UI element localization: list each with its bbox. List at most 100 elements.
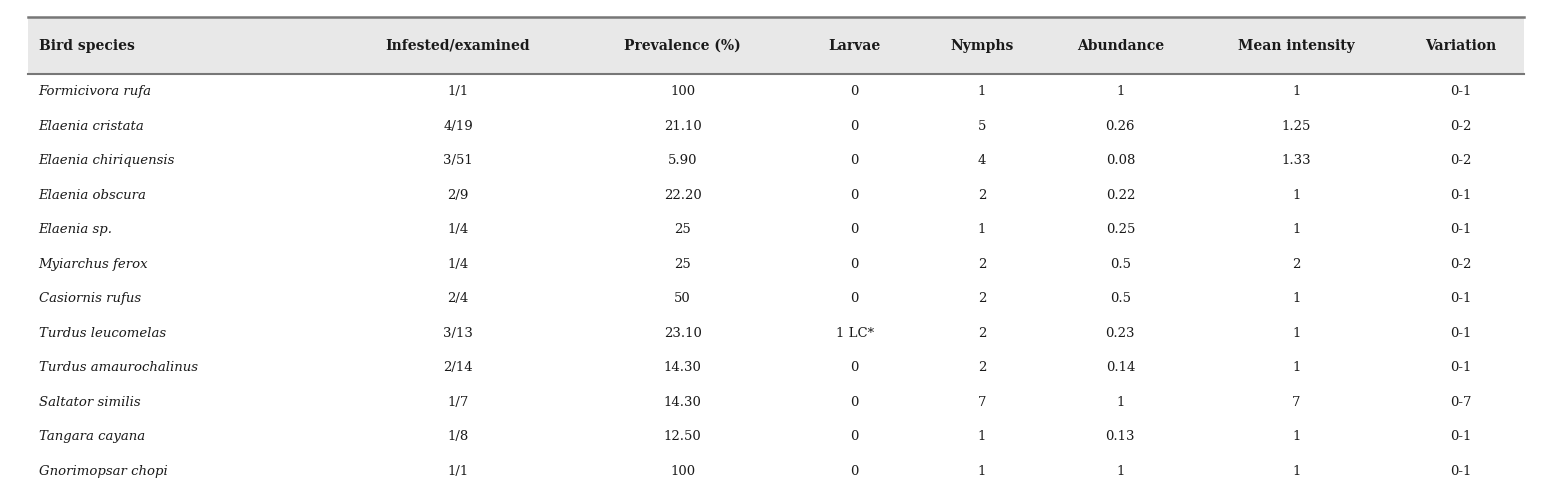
Text: 0.14: 0.14 (1106, 361, 1136, 374)
Text: Casiornis rufus: Casiornis rufus (39, 292, 140, 305)
Text: Saltator similis: Saltator similis (39, 396, 140, 409)
Text: 0.25: 0.25 (1106, 223, 1136, 236)
Text: Myiarchus ferox: Myiarchus ferox (39, 258, 148, 271)
Text: 1: 1 (978, 430, 986, 443)
Bar (28, 247, 1524, 281)
Text: 100: 100 (670, 85, 696, 98)
Text: 2: 2 (978, 361, 986, 374)
Text: 7: 7 (1291, 396, 1301, 409)
Text: 0: 0 (850, 258, 859, 271)
Text: 14.30: 14.30 (663, 361, 702, 374)
Text: Nymphs: Nymphs (950, 39, 1014, 52)
Text: 22.20: 22.20 (663, 189, 702, 202)
Text: 0: 0 (850, 120, 859, 133)
Text: 1: 1 (1291, 430, 1301, 443)
Text: Infested/examined: Infested/examined (386, 39, 531, 52)
Text: Prevalence (%): Prevalence (%) (625, 39, 741, 52)
Text: 4: 4 (978, 154, 986, 167)
Text: Bird species: Bird species (39, 39, 134, 52)
Bar (28, 419, 1524, 454)
Text: 0: 0 (850, 85, 859, 98)
Text: Mean intensity: Mean intensity (1237, 39, 1355, 52)
Text: 7: 7 (978, 396, 986, 409)
Text: 0: 0 (850, 361, 859, 374)
Text: 3/51: 3/51 (443, 154, 474, 167)
Text: Variation: Variation (1426, 39, 1497, 52)
Text: 1: 1 (1116, 465, 1125, 478)
Text: 1: 1 (1291, 465, 1301, 478)
Text: 0.26: 0.26 (1106, 120, 1136, 133)
Text: 21.10: 21.10 (663, 120, 702, 133)
Text: 0-1: 0-1 (1450, 327, 1472, 340)
Text: 0-2: 0-2 (1450, 154, 1472, 167)
Text: 1: 1 (978, 223, 986, 236)
Text: Turdus amaurochalinus: Turdus amaurochalinus (39, 361, 198, 374)
Text: 0-7: 0-7 (1450, 396, 1472, 409)
Text: 2: 2 (978, 327, 986, 340)
Text: 2/4: 2/4 (447, 292, 469, 305)
Bar (28, 350, 1524, 385)
Text: 0.23: 0.23 (1106, 327, 1136, 340)
Text: Larvae: Larvae (829, 39, 881, 52)
Text: 1: 1 (1291, 327, 1301, 340)
Text: 1/4: 1/4 (447, 223, 469, 236)
Text: 2: 2 (978, 258, 986, 271)
Text: 100: 100 (670, 465, 696, 478)
Text: 1: 1 (1291, 361, 1301, 374)
Bar (28, 316, 1524, 350)
Text: 0-1: 0-1 (1450, 85, 1472, 98)
Text: 1/1: 1/1 (447, 85, 469, 98)
Text: 0.13: 0.13 (1106, 430, 1136, 443)
Text: 0-1: 0-1 (1450, 361, 1472, 374)
Bar (28, 143, 1524, 178)
Text: Tangara cayana: Tangara cayana (39, 430, 145, 443)
Bar (28, 454, 1524, 486)
Text: 25: 25 (674, 223, 691, 236)
Text: 4/19: 4/19 (443, 120, 474, 133)
Text: 0.22: 0.22 (1106, 189, 1136, 202)
Text: 1/7: 1/7 (447, 396, 469, 409)
Text: Turdus leucomelas: Turdus leucomelas (39, 327, 165, 340)
Text: 1: 1 (1116, 85, 1125, 98)
Text: 0.5: 0.5 (1109, 292, 1131, 305)
Text: 2: 2 (978, 189, 986, 202)
Text: 0.5: 0.5 (1109, 258, 1131, 271)
Bar (28, 281, 1524, 316)
Bar (28, 212, 1524, 247)
Text: 0-2: 0-2 (1450, 120, 1472, 133)
Text: 0: 0 (850, 223, 859, 236)
Text: 0.08: 0.08 (1106, 154, 1136, 167)
Text: 1/8: 1/8 (447, 430, 469, 443)
Text: 12.50: 12.50 (663, 430, 702, 443)
Text: 0-1: 0-1 (1450, 430, 1472, 443)
Bar (28, 74, 1524, 109)
Text: 1: 1 (1291, 189, 1301, 202)
Text: 0: 0 (850, 292, 859, 305)
Text: 0: 0 (850, 396, 859, 409)
Bar (28, 17, 1524, 74)
Bar (28, 109, 1524, 143)
Text: 1: 1 (978, 465, 986, 478)
Text: Abundance: Abundance (1077, 39, 1163, 52)
Text: 0-1: 0-1 (1450, 465, 1472, 478)
Text: 0-1: 0-1 (1450, 189, 1472, 202)
Text: 1: 1 (1291, 85, 1301, 98)
Text: Elaenia chiriquensis: Elaenia chiriquensis (39, 154, 174, 167)
Text: Elaenia cristata: Elaenia cristata (39, 120, 145, 133)
Text: 2: 2 (1291, 258, 1301, 271)
Text: 1.33: 1.33 (1281, 154, 1312, 167)
Text: 0-2: 0-2 (1450, 258, 1472, 271)
Text: 2: 2 (978, 292, 986, 305)
Text: 1 LC*: 1 LC* (836, 327, 873, 340)
Text: Formicivora rufa: Formicivora rufa (39, 85, 151, 98)
Text: 0: 0 (850, 189, 859, 202)
Text: 1: 1 (1291, 223, 1301, 236)
Text: 0-1: 0-1 (1450, 292, 1472, 305)
Text: 14.30: 14.30 (663, 396, 702, 409)
Text: 1: 1 (1291, 292, 1301, 305)
Text: 0: 0 (850, 430, 859, 443)
Text: 5.90: 5.90 (668, 154, 697, 167)
Text: 25: 25 (674, 258, 691, 271)
Text: 1/4: 1/4 (447, 258, 469, 271)
Text: 50: 50 (674, 292, 691, 305)
